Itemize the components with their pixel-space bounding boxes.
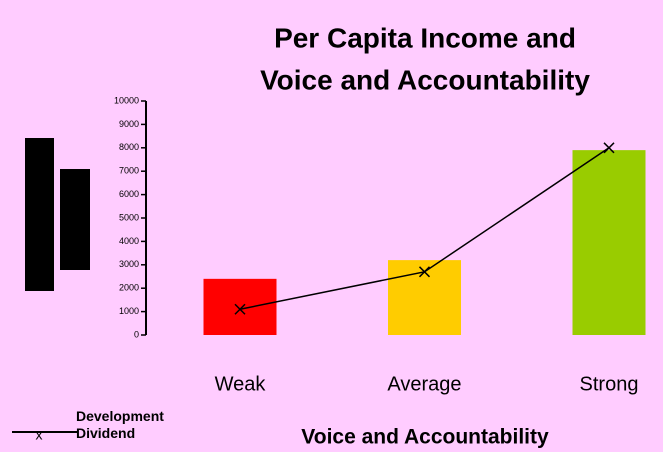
y-tick-label: 8000 — [119, 142, 139, 152]
chart-title: Per Capita Income and — [274, 22, 576, 53]
point-marker — [603, 142, 615, 154]
y-tick-label: 3000 — [119, 259, 139, 269]
legend-marker: x — [36, 427, 43, 443]
y-tick-label: 9000 — [119, 119, 139, 129]
redaction-block — [60, 169, 90, 270]
x-tick-label: Average — [387, 373, 461, 395]
chart-title: Voice and Accountability — [260, 64, 590, 95]
y-tick-label: 2000 — [119, 283, 139, 293]
y-tick-label: 7000 — [119, 166, 139, 176]
x-tick-label: Strong — [580, 373, 639, 395]
legend-label: Development Dividend — [76, 408, 164, 441]
redaction-block — [25, 138, 54, 291]
y-tick-label: 5000 — [119, 212, 139, 222]
x-tick-label: Weak — [215, 373, 267, 395]
bar — [572, 150, 646, 335]
y-tick-label: 4000 — [119, 236, 139, 246]
bar — [203, 278, 277, 335]
y-tick-label: 0 — [134, 329, 139, 339]
x-axis-title: Voice and Accountability — [301, 426, 549, 449]
y-tick-label: 10000 — [114, 95, 139, 105]
point-marker — [234, 303, 246, 315]
point-marker — [418, 266, 431, 278]
y-tick-label: 6000 — [119, 189, 139, 199]
y-tick-label: 1000 — [119, 306, 139, 316]
